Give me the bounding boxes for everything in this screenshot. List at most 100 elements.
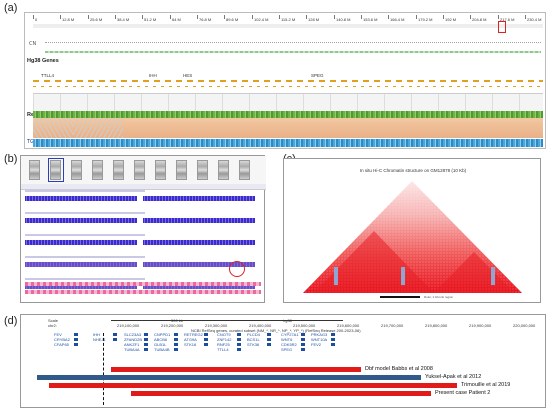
gene-feature: [301, 343, 305, 346]
track-header: [25, 234, 145, 236]
gene-feature: [113, 338, 117, 341]
cn-track: [45, 42, 541, 61]
ruler-tick: [142, 15, 143, 19]
selected-chromosome-box[interactable]: [48, 158, 64, 182]
gene-label[interactable]: ABCB6: [154, 337, 168, 342]
panel-label-a: (a): [4, 2, 18, 14]
highlight-circle[interactable]: [229, 261, 245, 277]
genome-ruler: 0 12.8 M 25.6 M 38.4 M 51.2 M 64 M 76.8 M 89.6 …: [33, 15, 543, 31]
ruler-tick-label: 64 M: [172, 17, 181, 22]
viewer-toolbar[interactable]: [21, 184, 266, 190]
gene-feature: [331, 343, 335, 346]
sample-track: [33, 139, 543, 147]
pink-track: [25, 282, 261, 286]
ruler-tick-label: 217.6 M: [500, 17, 515, 22]
chromosome-thumbnail[interactable]: [71, 160, 82, 180]
gene-feature: [237, 343, 241, 346]
gene-label[interactable]: FEV2: [311, 342, 322, 347]
gene-label[interactable]: PRKAG3: [311, 332, 328, 337]
genes-track: TTLL4 IHH HES SPEG: [33, 73, 543, 93]
gene-feature: [174, 343, 178, 346]
chromosome-thumbnail[interactable]: [239, 160, 250, 180]
ruler-tick-label: 25.6 M: [90, 17, 103, 22]
chromosome-thumbnail[interactable]: [92, 160, 103, 180]
region-bar: [111, 367, 361, 372]
gene-label[interactable]: CRYBA2: [54, 337, 70, 342]
gene-feature: [237, 348, 241, 351]
region-bar-label: Dbf model Babbs et al 2008: [365, 366, 433, 372]
gene-label[interactable]: WNT6: [281, 337, 293, 342]
ruler-tick-label: 204.8 M: [472, 17, 487, 22]
gene-label[interactable]: RETREG2: [184, 332, 203, 337]
gene-feature: [204, 333, 208, 336]
gene-label[interactable]: PLCD4: [247, 332, 260, 337]
gene-label[interactable]: WNT10A: [311, 337, 328, 342]
chromosome-thumbnail[interactable]: [134, 160, 145, 180]
gene-label[interactable]: TTLL4: [217, 347, 229, 352]
ideogram-highlight[interactable]: [498, 21, 506, 33]
gene-feature: [174, 338, 178, 341]
gene-feature: [237, 338, 241, 341]
scale-bar: [380, 296, 420, 298]
gene-label[interactable]: CNOT9: [217, 332, 231, 337]
gene-label[interactable]: BCS1L: [247, 337, 260, 342]
coordinate-label: 219,900,000: [469, 323, 492, 328]
gene-label[interactable]: CDK5R2: [281, 342, 297, 347]
gene-feature: [74, 333, 78, 336]
gene-label[interactable]: FEV: [54, 332, 62, 337]
ruler-tick: [306, 15, 307, 19]
gene-label[interactable]: CFAP65: [54, 342, 69, 347]
gene-label-ttll4: TTLL4: [41, 73, 55, 78]
chromosome-thumbnails[interactable]: [21, 156, 266, 185]
gene-label[interactable]: NHEJ1: [93, 337, 106, 342]
coverage-track: [33, 111, 543, 118]
gene-label[interactable]: TUBA4A: [124, 347, 140, 352]
chromosome-ideogram[interactable]: [33, 24, 543, 28]
gene-label[interactable]: STK36: [247, 342, 260, 347]
probe-signal: [25, 196, 137, 201]
hic-panel: In situ Hi-C Chromatin structure on GM12…: [283, 158, 541, 303]
chromosome-thumbnail[interactable]: [50, 160, 61, 180]
ruler-tick: [252, 15, 253, 19]
gene-label[interactable]: ANKZF1: [124, 342, 140, 347]
gene-label[interactable]: ZNF142: [217, 337, 232, 342]
chromosome-thumbnail[interactable]: [113, 160, 124, 180]
gene-label[interactable]: ATG9A: [184, 337, 197, 342]
ruler-tick: [498, 15, 499, 19]
coordinate-label: 219,300,000: [205, 323, 228, 328]
gene-label[interactable]: STK16: [184, 342, 197, 347]
ruler-tick-label: 0: [35, 17, 38, 22]
gene-label[interactable]: ZFAND2B: [124, 337, 143, 342]
chromosome-thumbnail[interactable]: [155, 160, 166, 180]
gene-label[interactable]: CYP27A1: [281, 332, 299, 337]
ruler-tick: [361, 15, 362, 19]
gene-label[interactable]: SLC23A3: [124, 332, 142, 337]
gene-feature: [204, 343, 208, 346]
region-bars: Dbf model Babbs et al 2008 Yuksel-Apak et…: [21, 366, 547, 407]
ruler-tick: [525, 15, 526, 19]
track-header: [25, 212, 145, 214]
reference-track: [33, 93, 543, 112]
chromosome-thumbnail[interactable]: [176, 160, 187, 180]
ruler-tick-label: 166.4 M: [390, 17, 405, 22]
chromosome-thumbnail[interactable]: [218, 160, 229, 180]
ruler-tick-label: 153.6 M: [363, 17, 378, 22]
gene-feature: [267, 343, 271, 346]
gene-label[interactable]: TUBA4B: [154, 347, 170, 352]
region-bar-label: Present case Patient 2: [435, 390, 491, 396]
ruler-tick: [197, 15, 198, 19]
ruler-tick-label: 51.2 M: [144, 17, 157, 22]
gene-label[interactable]: SPEG: [281, 347, 293, 352]
gene-feature: [204, 338, 208, 341]
gene-label[interactable]: RNF25: [217, 342, 230, 347]
chromosome-thumbnail[interactable]: [29, 160, 40, 180]
gene-label[interactable]: GLB1L: [154, 342, 167, 347]
ruler-tick: [170, 15, 171, 19]
gene-label[interactable]: IHH: [93, 332, 100, 337]
chromosome-thumbnail[interactable]: [197, 160, 208, 180]
genes-track-header: Hg38 Genes: [27, 58, 59, 64]
coordinate-label: 219,100,000: [117, 323, 140, 328]
gene-label[interactable]: CNPPD1: [154, 332, 171, 337]
probe-signal: [25, 262, 137, 267]
gene-feature: [174, 348, 178, 351]
